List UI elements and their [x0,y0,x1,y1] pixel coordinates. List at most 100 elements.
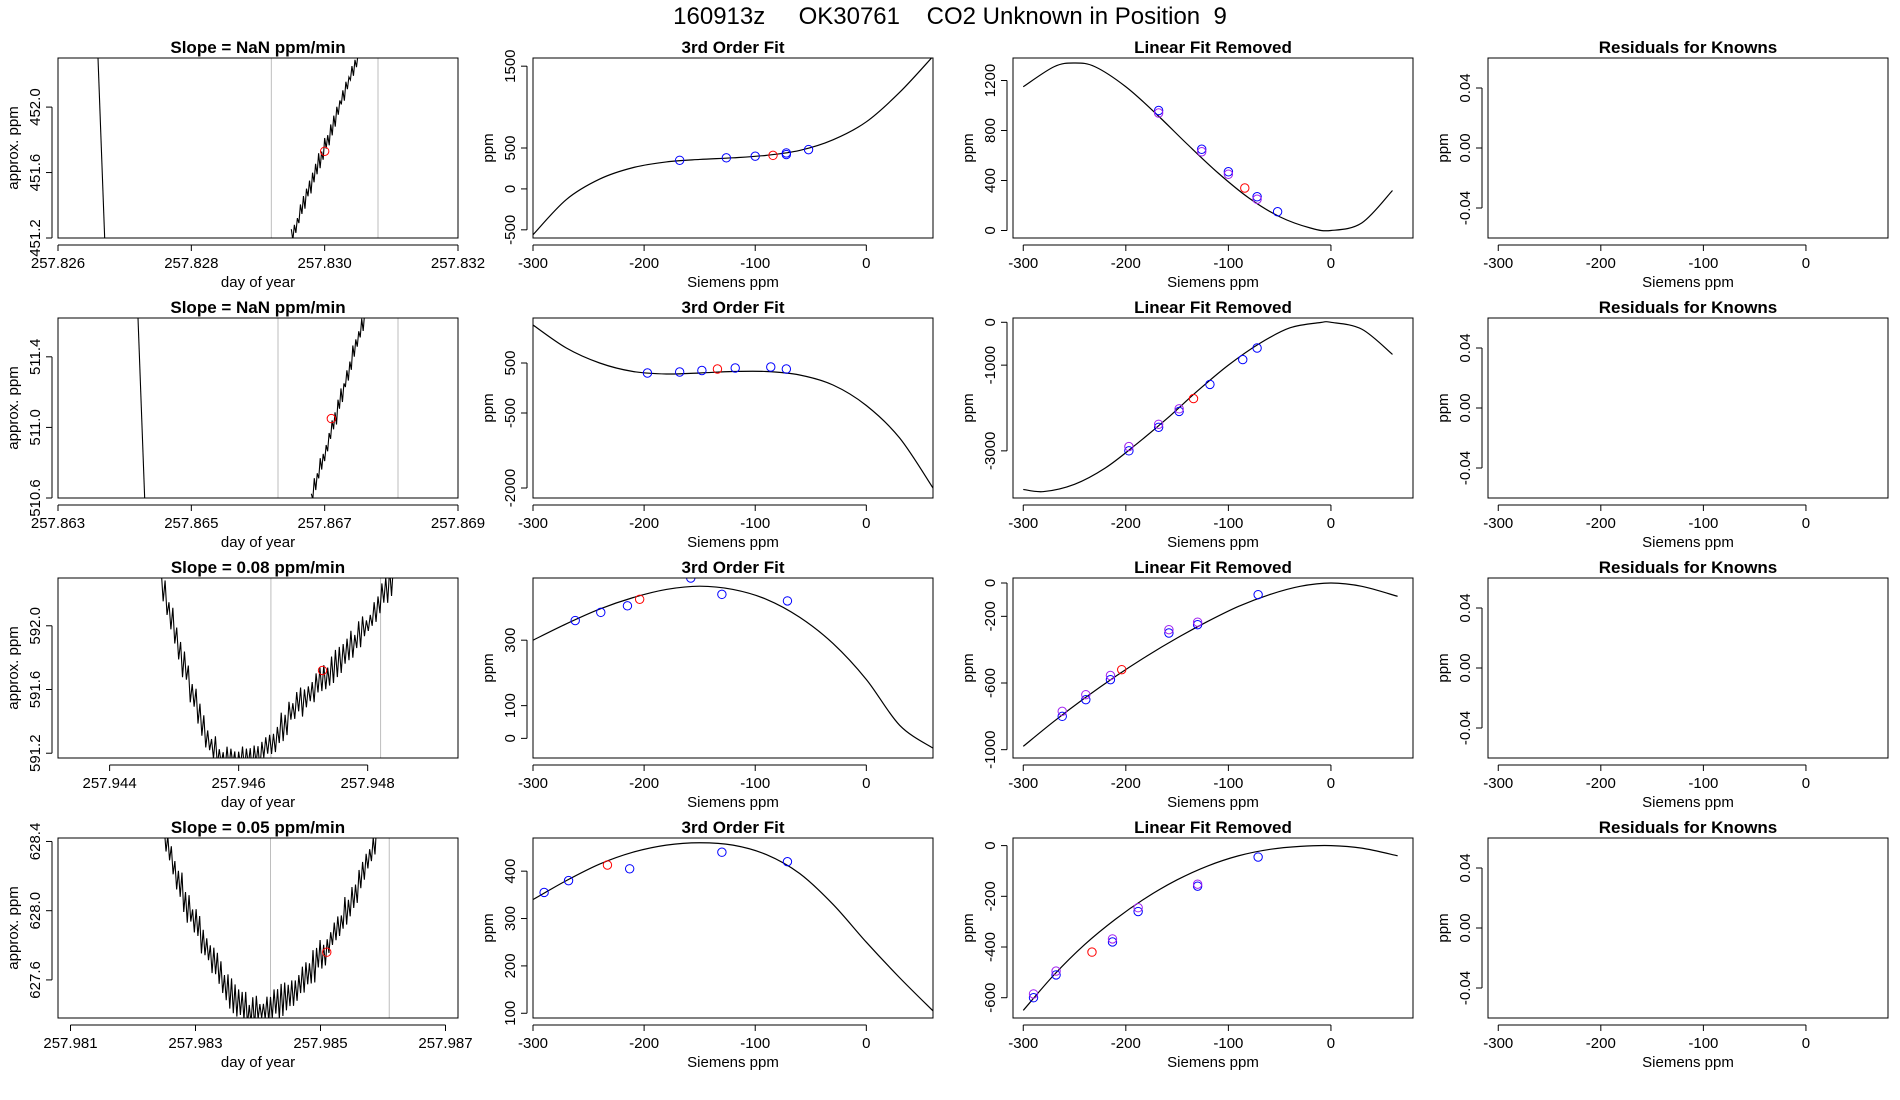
x-tick-label: 0 [1327,255,1335,272]
y-tick-label: 0 [982,841,999,849]
x-tick-label: -200 [629,775,659,792]
x-tick-label: -200 [1586,255,1616,272]
panel-r1-c4: Residuals for Knowns -300 -200 -100 0 Siemens… [1435,38,1889,291]
known-point [697,365,707,376]
plot-frame [1012,317,1414,499]
x-axis-label: Siemens ppm [1167,534,1259,551]
known-point [1192,619,1203,630]
y-tick-label: 628.4 [27,823,44,861]
x-tick-label: -200 [1111,255,1141,272]
y-tick-label: -2000 [502,469,519,507]
known-point [1253,589,1263,600]
removed-point [1164,624,1174,635]
known-point [1057,711,1067,722]
plot-area [137,318,365,498]
y-axis-label: ppm [960,653,977,682]
y-tick-label: -0.04 [1457,191,1474,225]
unknown-point [1240,183,1250,193]
plot-frame [1487,577,1889,759]
x-tick-label: -300 [1008,1035,1038,1052]
trace-line [164,838,377,1018]
known-point [624,864,635,874]
known-point [781,148,792,158]
plot-frame [57,837,459,1019]
trace-line [137,318,146,498]
known-point [686,578,696,583]
plot-area [533,578,933,749]
y-tick-label: 400 [982,168,999,193]
plot-frame [532,317,934,499]
known-point [1164,628,1174,638]
plot-frame [1487,57,1889,239]
known-point [570,615,580,626]
panel-title: Linear Fit Removed [1134,38,1292,57]
plot-frame [1012,837,1414,1019]
y-axis-label: ppm [1435,133,1452,162]
y-tick-label: 0.04 [1457,853,1474,882]
x-tick-label: -300 [1483,1035,1513,1052]
y-tick-label: 511.4 [27,339,44,375]
fit-curve [1022,844,1398,1011]
plot-frame [1012,577,1414,759]
x-tick-label: -200 [629,515,659,532]
y-tick-label: 628.0 [27,892,44,930]
trace-line [290,58,359,238]
known-point [1252,192,1262,202]
x-tick-label: -100 [1213,515,1243,532]
known-point [674,155,685,165]
x-tick-label: -300 [1483,775,1513,792]
known-point [1205,379,1215,390]
fit-curve [1022,582,1398,747]
x-tick-label: 257.830 [298,255,352,272]
known-point [1253,852,1263,862]
x-tick-label: -200 [1586,515,1616,532]
known-point [1081,694,1091,705]
removed-point [1057,706,1067,717]
y-tick-label: -0.04 [1457,451,1474,485]
x-tick-label: -200 [629,255,659,272]
y-tick-label: 0.00 [1457,133,1474,162]
panel-title: Residuals for Knowns [1599,298,1778,317]
known-point [1133,906,1143,917]
y-tick-label: 500 [502,350,519,375]
x-tick-label: 0 [1327,775,1335,792]
plot-area [1022,844,1398,1011]
y-tick-label: 0 [982,318,999,326]
x-tick-label: -300 [1483,255,1513,272]
panel-r4-c4: Residuals for Knowns -300 -200 -100 0 Siemens… [1435,818,1889,1071]
known-point [1153,105,1164,116]
y-axis-label: ppm [960,133,977,162]
known-point [539,887,549,898]
x-tick-label: 257.944 [82,775,136,792]
known-point [1028,993,1039,1003]
x-tick-label: -100 [1688,1035,1718,1052]
panel-r2-c4: Residuals for Knowns -300 -200 -100 0 Siemens… [1435,298,1889,551]
trace-line [310,318,365,498]
x-tick-label: -100 [1688,255,1718,272]
unknown-point [319,146,330,156]
known-point [781,364,792,374]
plot-area [1022,62,1393,232]
x-axis-label: Siemens ppm [1642,534,1734,551]
y-tick-label: -500 [502,215,519,245]
known-point [674,367,685,377]
x-axis-label: Siemens ppm [1167,794,1259,811]
unknown-point [712,364,723,374]
removed-point [1051,966,1061,976]
x-tick-label: 257.948 [341,775,395,792]
x-axis-label: Siemens ppm [1167,1054,1259,1071]
x-tick-label: 0 [1802,1035,1810,1052]
x-axis-label: Siemens ppm [1642,1054,1734,1071]
y-tick-label: -1000 [982,346,999,384]
x-tick-label: 257.869 [431,515,485,532]
y-tick-label: 0.04 [1457,333,1474,362]
plot-area [161,578,394,758]
removed-point [1174,404,1184,414]
x-tick-label: 257.867 [298,515,352,532]
y-axis-label: ppm [480,133,497,162]
unknown-point [602,860,613,870]
y-tick-label: 1200 [982,64,999,97]
panel-r4-c1: Slope = 0.05 ppm/min 257.981 257.983 257.98… [5,818,473,1071]
y-tick-label: 0 [982,226,999,234]
